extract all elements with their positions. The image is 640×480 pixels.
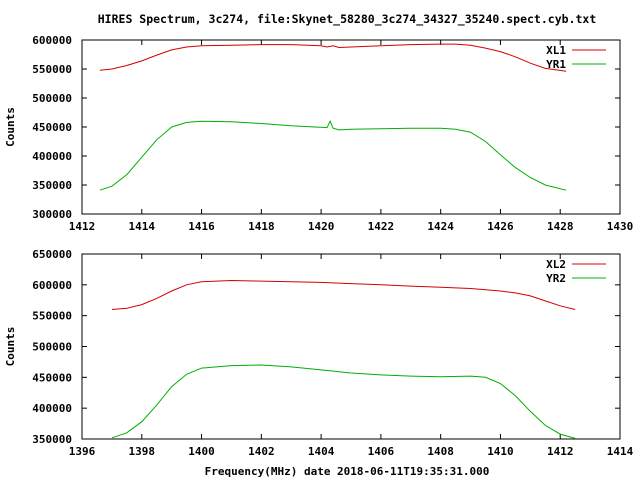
top-panel: 1412 1414 1416 1418 1420 1422 1424 1426 1428 1430… <box>4 34 633 233</box>
y-tick-label: 600000 <box>32 34 72 47</box>
x-tick-label: 1412 <box>547 445 574 458</box>
x-tick-label: 1412 <box>69 220 96 233</box>
x-tick-label: 1414 <box>129 220 156 233</box>
legend-label-XL1: XL1 <box>546 44 566 57</box>
y-tick-label: 450000 <box>32 371 72 384</box>
x-tick-label: 1396 <box>69 445 96 458</box>
legend-label-XL2: XL2 <box>546 258 566 271</box>
series-line-XL2 <box>111 279 576 310</box>
x-tick-label: 1430 <box>607 220 634 233</box>
x-tick-label: 1400 <box>188 445 215 458</box>
y-tick-label: 450000 <box>32 121 72 134</box>
plot-frame <box>81 253 621 440</box>
x-tick-label: 1418 <box>248 220 275 233</box>
x-tick-label: 1414 <box>607 445 634 458</box>
y-axis-label: Counts <box>4 327 17 367</box>
x-tick-label: 1416 <box>188 220 215 233</box>
series-line-YR1 <box>99 119 567 191</box>
y-tick-label: 350000 <box>32 433 72 446</box>
x-tick-label: 1404 <box>308 445 335 458</box>
series-line-YR2 <box>111 364 576 439</box>
x-tick-label: 1422 <box>368 220 395 233</box>
x-tick-label: 1406 <box>368 445 395 458</box>
x-tick-label: 1398 <box>129 445 156 458</box>
y-tick-label: 650000 <box>32 248 72 261</box>
x-tick-label: 1428 <box>547 220 574 233</box>
y-tick-label: 400000 <box>32 402 72 415</box>
y-tick-label: 550000 <box>32 63 72 76</box>
x-tick-label: 1410 <box>487 445 514 458</box>
x-tick-label: 1424 <box>427 220 454 233</box>
x-tick-label: 1420 <box>308 220 335 233</box>
figure-title: HIRES Spectrum, 3c274, file:Skynet_58280… <box>98 12 597 27</box>
y-tick-label: 300000 <box>32 208 72 221</box>
series-line-XL1 <box>99 43 567 72</box>
legend-label-YR1: YR1 <box>546 58 566 71</box>
x-tick-label: 1402 <box>248 445 275 458</box>
y-tick-label: 400000 <box>32 150 72 163</box>
y-tick-label: 550000 <box>32 310 72 323</box>
y-tick-label: 500000 <box>32 341 72 354</box>
y-tick-label: 350000 <box>32 179 72 192</box>
x-tick-label: 1408 <box>427 445 454 458</box>
x-tick-label: 1426 <box>487 220 514 233</box>
bottom-panel: 1396 1398 1400 1402 1404 1406 1408 1410 1412 1414… <box>4 248 634 458</box>
y-tick-label: 500000 <box>32 92 72 105</box>
y-axis-label: Counts <box>4 107 17 147</box>
y-tick-label: 600000 <box>32 279 72 292</box>
x-axis-label: Frequency(MHz) date 2018-06-11T19:35:31.… <box>205 465 490 478</box>
legend-label-YR2: YR2 <box>546 272 566 285</box>
